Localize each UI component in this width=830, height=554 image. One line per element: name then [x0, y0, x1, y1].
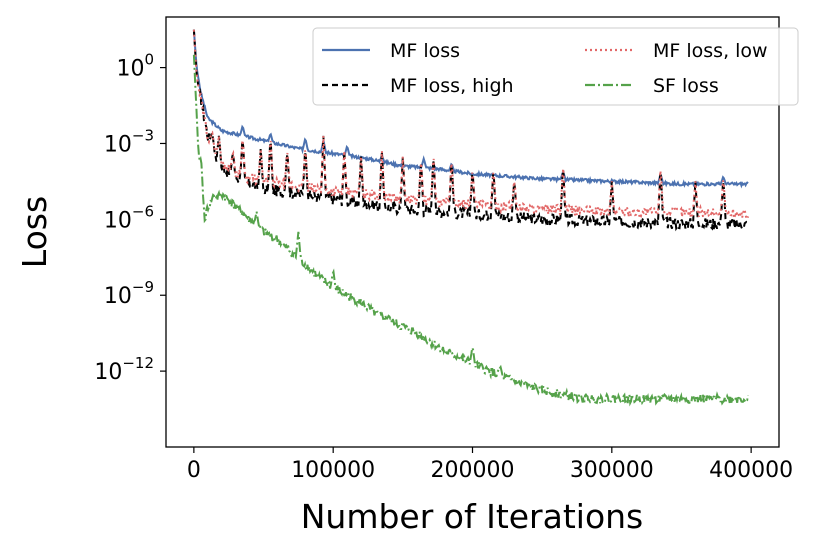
- legend-label: SF loss: [653, 75, 719, 97]
- y-tick-base: 10: [104, 132, 132, 157]
- x-tick-label: 0: [187, 458, 201, 483]
- y-tick-exponent: 0: [144, 51, 154, 69]
- legend-label: MF loss, high: [390, 75, 514, 97]
- series-line: [192, 29, 749, 189]
- y-tick-label: 10−9: [104, 278, 154, 309]
- y-tick-label: 10−12: [94, 354, 154, 385]
- legend-label: MF loss: [390, 40, 460, 62]
- y-tick-label: 10−6: [104, 202, 154, 233]
- y-tick-base: 10: [104, 208, 132, 233]
- series-line: [192, 29, 750, 222]
- y-tick-base: 10: [116, 57, 144, 82]
- x-axis-ticks: 0 100000 200000 300000 400000: [187, 447, 793, 483]
- series-line: [192, 54, 750, 407]
- y-tick-exponent: −9: [132, 278, 154, 296]
- y-axis-title: Loss: [15, 196, 54, 268]
- x-tick-label: 100000: [291, 458, 375, 483]
- x-tick-label: 300000: [570, 458, 654, 483]
- legend: MF loss MF loss, high MF loss, low SF loss: [312, 27, 799, 106]
- y-tick-label: 100: [116, 51, 154, 82]
- legend-label: MF loss, low: [653, 40, 768, 62]
- y-tick-exponent: −12: [122, 354, 154, 372]
- y-tick-exponent: −3: [132, 126, 154, 144]
- x-tick-label: 200000: [431, 458, 515, 483]
- series-layer: [192, 29, 750, 407]
- x-tick-label: 400000: [709, 458, 793, 483]
- y-tick-exponent: −6: [132, 202, 154, 220]
- legend-box: [312, 27, 799, 106]
- y-tick-base: 10: [104, 284, 132, 309]
- y-tick-base: 10: [94, 360, 122, 385]
- x-axis-title: Number of Iterations: [301, 497, 644, 536]
- y-tick-label: 10−3: [104, 126, 154, 157]
- series-line: [192, 29, 749, 232]
